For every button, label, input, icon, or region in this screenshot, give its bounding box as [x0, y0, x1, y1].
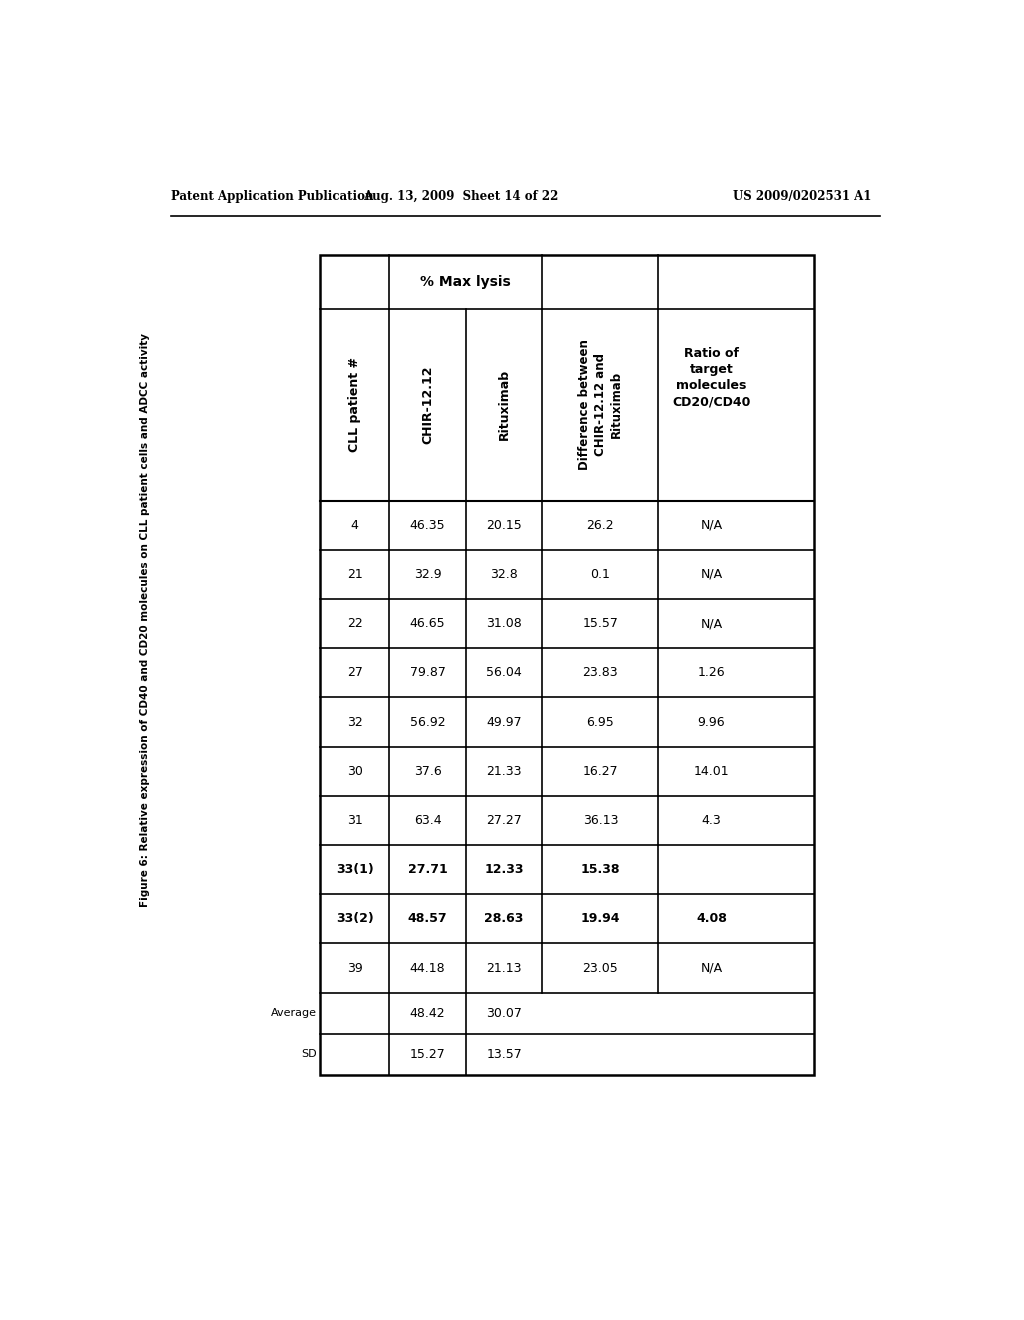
- Text: 46.35: 46.35: [410, 519, 445, 532]
- Text: 15.38: 15.38: [581, 863, 621, 876]
- Text: Ratio of
target
molecules
CD20/CD40: Ratio of target molecules CD20/CD40: [672, 347, 751, 408]
- Bar: [321, 255, 814, 1074]
- Text: 32: 32: [347, 715, 362, 729]
- Text: 4.08: 4.08: [696, 912, 727, 925]
- Text: 28.63: 28.63: [484, 912, 524, 925]
- Text: SD: SD: [301, 1049, 317, 1059]
- Text: 44.18: 44.18: [410, 961, 445, 974]
- Text: 9.96: 9.96: [697, 715, 725, 729]
- Text: Patent Application Publication: Patent Application Publication: [171, 190, 373, 203]
- Text: 15.57: 15.57: [583, 618, 618, 630]
- Text: 21.33: 21.33: [486, 764, 522, 777]
- Text: 37.6: 37.6: [414, 764, 441, 777]
- Text: 20.15: 20.15: [486, 519, 522, 532]
- Text: CLL patient #: CLL patient #: [348, 358, 361, 453]
- Text: 33(2): 33(2): [336, 912, 374, 925]
- Text: 56.04: 56.04: [486, 667, 522, 680]
- Text: 15.27: 15.27: [410, 1048, 445, 1061]
- Text: 30.07: 30.07: [486, 1007, 522, 1019]
- Text: Difference between
CHIR-12.12 and
Rituximab: Difference between CHIR-12.12 and Rituxi…: [578, 339, 623, 470]
- Text: 21.13: 21.13: [486, 961, 522, 974]
- Text: 27.27: 27.27: [486, 814, 522, 828]
- Text: 36.13: 36.13: [583, 814, 618, 828]
- Text: 19.94: 19.94: [581, 912, 621, 925]
- Text: Aug. 13, 2009  Sheet 14 of 22: Aug. 13, 2009 Sheet 14 of 22: [364, 190, 559, 203]
- Text: N/A: N/A: [700, 961, 723, 974]
- Text: US 2009/0202531 A1: US 2009/0202531 A1: [733, 190, 871, 203]
- Text: 30: 30: [347, 764, 362, 777]
- Text: 22: 22: [347, 618, 362, 630]
- Text: 49.97: 49.97: [486, 715, 522, 729]
- Text: 4: 4: [351, 519, 358, 532]
- Text: 27.71: 27.71: [408, 863, 447, 876]
- Text: 46.65: 46.65: [410, 618, 445, 630]
- Text: 48.57: 48.57: [408, 912, 447, 925]
- Text: 26.2: 26.2: [587, 519, 614, 532]
- Text: N/A: N/A: [700, 568, 723, 581]
- Text: 31: 31: [347, 814, 362, 828]
- Text: 1.26: 1.26: [697, 667, 725, 680]
- Text: 14.01: 14.01: [693, 764, 729, 777]
- Text: 0.1: 0.1: [591, 568, 610, 581]
- Text: 12.33: 12.33: [484, 863, 524, 876]
- Text: 39: 39: [347, 961, 362, 974]
- Text: N/A: N/A: [700, 618, 723, 630]
- Text: 32.8: 32.8: [490, 568, 518, 581]
- Text: Average: Average: [271, 1008, 317, 1018]
- Text: 21: 21: [347, 568, 362, 581]
- Text: 63.4: 63.4: [414, 814, 441, 828]
- Text: 4.3: 4.3: [701, 814, 721, 828]
- Text: 56.92: 56.92: [410, 715, 445, 729]
- Text: 27: 27: [347, 667, 362, 680]
- Text: 16.27: 16.27: [583, 764, 618, 777]
- Text: 31.08: 31.08: [486, 618, 522, 630]
- Text: CHIR-12.12: CHIR-12.12: [421, 366, 434, 444]
- Text: 32.9: 32.9: [414, 568, 441, 581]
- Text: 6.95: 6.95: [587, 715, 614, 729]
- Text: Figure 6: Relative expression of CD40 and CD20 molecules on CLL patient cells an: Figure 6: Relative expression of CD40 an…: [140, 334, 151, 907]
- Text: 23.05: 23.05: [583, 961, 618, 974]
- Text: 48.42: 48.42: [410, 1007, 445, 1019]
- Text: 23.83: 23.83: [583, 667, 618, 680]
- Text: % Max lysis: % Max lysis: [421, 275, 511, 289]
- Text: Rituximab: Rituximab: [498, 370, 511, 441]
- Text: 33(1): 33(1): [336, 863, 374, 876]
- Text: 13.57: 13.57: [486, 1048, 522, 1061]
- Text: N/A: N/A: [700, 519, 723, 532]
- Text: 79.87: 79.87: [410, 667, 445, 680]
